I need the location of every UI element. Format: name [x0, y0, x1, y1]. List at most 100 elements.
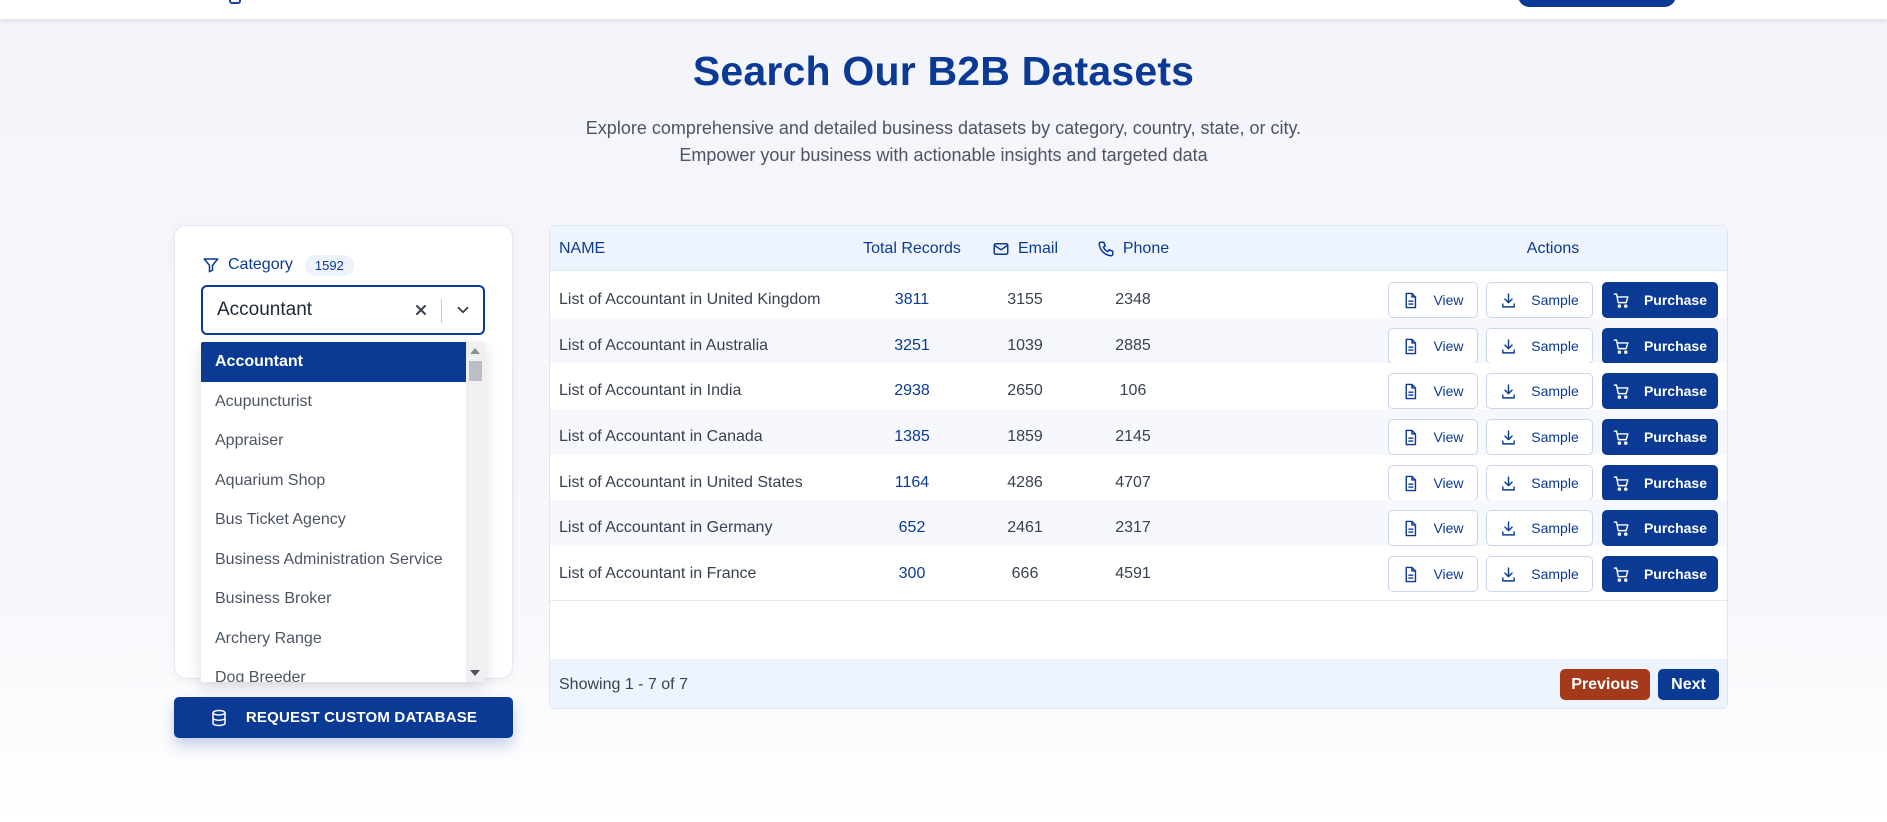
sample-button[interactable]: Sample — [1486, 373, 1593, 409]
row-email-count: 1859 — [1007, 427, 1043, 445]
category-count-badge: 1592 — [304, 254, 354, 276]
view-button[interactable]: View — [1388, 328, 1478, 364]
table-row: List of Accountant in India 2938 2650 10… — [550, 363, 1727, 418]
row-phone-count: 2348 — [1115, 290, 1151, 308]
sample-button[interactable]: Sample — [1486, 510, 1593, 546]
dropdown-option-accountant[interactable]: Accountant — [201, 342, 466, 382]
row-email-count: 3155 — [1007, 290, 1043, 308]
view-button[interactable]: View — [1388, 282, 1478, 318]
request-custom-database-label: REQUEST CUSTOM DATABASE — [245, 709, 478, 726]
dropdown-option-dog-breeder[interactable]: Dog Breeder — [215, 669, 306, 682]
scroll-down-arrow-icon[interactable] — [470, 670, 480, 676]
download-icon — [1502, 520, 1516, 536]
sample-button[interactable]: Sample — [1486, 328, 1593, 364]
purchase-button-label: Purchase — [1643, 566, 1708, 582]
close-icon[interactable] — [409, 298, 433, 322]
dropdown-option-acupuncturist[interactable]: Acupuncturist — [215, 393, 312, 410]
row-phone-count: 4591 — [1115, 564, 1151, 582]
view-button[interactable]: View — [1388, 419, 1478, 455]
table-footer: Showing 1 - 7 of 7 Previous Next — [550, 659, 1727, 708]
navbar-cta-button[interactable] — [1518, 0, 1676, 7]
dropdown-option-business-broker[interactable]: Business Broker — [215, 590, 332, 607]
row-email-count: 1039 — [1007, 336, 1043, 354]
view-button-label: View — [1433, 292, 1464, 308]
view-button[interactable]: View — [1388, 465, 1478, 501]
column-header-email-label: Email — [1017, 239, 1058, 257]
dropdown-option-aquarium-shop[interactable]: Aquarium Shop — [215, 472, 326, 489]
table-row: List of Accountant in France 300 666 459… — [550, 546, 1727, 601]
cart-icon — [1613, 475, 1629, 491]
row-name: List of Accountant in India — [559, 381, 742, 399]
category-select-value[interactable]: Accountant — [217, 299, 313, 320]
scroll-up-arrow-icon[interactable] — [470, 348, 480, 354]
pagination-summary: Showing 1 - 7 of 7 — [559, 675, 688, 693]
view-button[interactable]: View — [1388, 373, 1478, 409]
table-row: List of Accountant in Germany 652 2461 2… — [550, 500, 1727, 555]
download-icon — [1502, 566, 1516, 582]
row-total-records: 1385 — [894, 427, 930, 445]
purchase-button-label: Purchase — [1643, 338, 1708, 354]
row-email-count: 4286 — [1007, 473, 1043, 491]
view-button[interactable]: View — [1388, 510, 1478, 546]
row-phone-count: 2317 — [1115, 518, 1151, 536]
sample-button-label: Sample — [1531, 383, 1579, 399]
download-icon — [1502, 475, 1516, 491]
purchase-button[interactable]: Purchase — [1602, 419, 1718, 455]
purchase-button[interactable]: Purchase — [1602, 510, 1718, 546]
view-button-label: View — [1433, 383, 1464, 399]
sample-button[interactable]: Sample — [1486, 556, 1593, 592]
funnel-icon — [203, 258, 219, 273]
download-icon — [1502, 338, 1516, 354]
chevron-down-icon[interactable] — [449, 298, 477, 322]
row-name: List of Accountant in United Kingdom — [559, 290, 821, 308]
purchase-button[interactable]: Purchase — [1602, 282, 1718, 318]
column-header-phone: Phone — [1085, 226, 1181, 271]
document-icon — [1405, 292, 1417, 308]
cart-icon — [1613, 566, 1629, 582]
document-icon — [1405, 383, 1417, 399]
scrollbar-thumb[interactable] — [469, 361, 482, 381]
page-subtitle-secondary: Empower your business with actionable in… — [679, 145, 1208, 165]
row-name: List of Accountant in France — [559, 564, 757, 582]
request-custom-database-button[interactable]: REQUEST CUSTOM DATABASE — [174, 697, 513, 738]
dropdown-option-business-administration-service[interactable]: Business Administration Service — [215, 551, 443, 568]
view-button[interactable]: View — [1388, 556, 1478, 592]
cart-icon — [1613, 429, 1629, 445]
row-name: List of Accountant in Australia — [559, 336, 769, 354]
table-row: List of Accountant in United Kingdom 381… — [550, 272, 1727, 327]
category-filter-label: Category 1592 — [202, 253, 354, 277]
row-phone-count: 2145 — [1115, 427, 1151, 445]
document-icon — [1405, 475, 1417, 491]
database-icon — [212, 709, 226, 726]
document-icon — [1405, 429, 1417, 445]
dropdown-option-bus-ticket-agency[interactable]: Bus Ticket Agency — [215, 511, 346, 528]
category-dropdown-list[interactable]: Accountant Acupuncturist Appraiser Aquar… — [201, 342, 485, 682]
purchase-button-label: Purchase — [1643, 292, 1708, 308]
dropdown-option-appraiser[interactable]: Appraiser — [215, 432, 284, 449]
view-button-label: View — [1433, 520, 1464, 536]
site-logo[interactable] — [229, 0, 241, 4]
dropdown-scrollbar[interactable] — [466, 342, 485, 682]
row-total-records: 3251 — [894, 336, 930, 354]
purchase-button[interactable]: Purchase — [1602, 373, 1718, 409]
purchase-button[interactable]: Purchase — [1602, 465, 1718, 501]
sample-button-label: Sample — [1531, 520, 1579, 536]
row-phone-count: 106 — [1119, 381, 1147, 399]
purchase-button[interactable]: Purchase — [1602, 328, 1718, 364]
page-title: Search Our B2B Datasets — [692, 48, 1195, 94]
row-phone-count: 2885 — [1115, 336, 1151, 354]
envelope-icon — [993, 242, 1009, 255]
next-page-button[interactable]: Next — [1658, 669, 1719, 700]
cart-icon — [1613, 520, 1629, 536]
column-header-name: NAME — [559, 239, 606, 257]
sample-button[interactable]: Sample — [1486, 282, 1593, 318]
sample-button[interactable]: Sample — [1486, 419, 1593, 455]
dropdown-option-archery-range[interactable]: Archery Range — [215, 630, 322, 647]
category-select[interactable]: Accountant — [201, 285, 485, 335]
sample-button[interactable]: Sample — [1486, 465, 1593, 501]
datasets-table: NAME Total Records Email Phone Actions L… — [549, 225, 1728, 709]
previous-page-button[interactable]: Previous — [1560, 669, 1650, 700]
purchase-button[interactable]: Purchase — [1602, 556, 1718, 592]
column-header-actions: Actions — [1526, 239, 1580, 257]
top-navbar — [0, 0, 1887, 19]
